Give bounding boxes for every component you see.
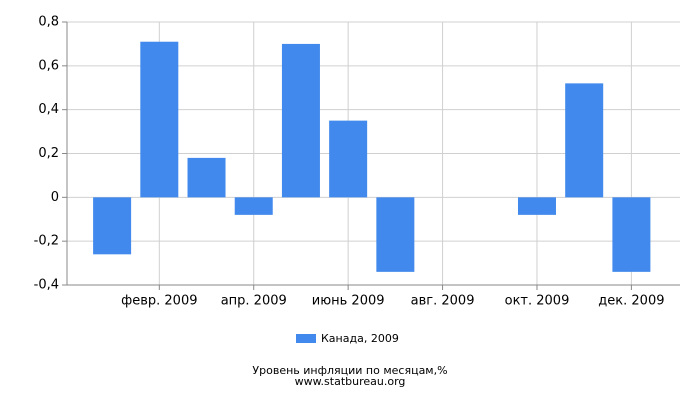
x-tick-label: авг. 2009 [411,294,475,309]
bar [612,197,651,272]
bar [517,197,556,215]
legend-swatch [296,334,316,343]
legend-label: Канада, 2009 [321,332,399,345]
x-tick-label: дек. 2009 [598,294,664,309]
y-tick-label: 0,2 [38,146,59,161]
bar [140,41,179,198]
footer-source: www.statbureau.org [295,375,406,388]
y-tick-label: -0,4 [34,278,59,293]
y-tick-label: 0,6 [38,58,59,73]
bar [234,197,273,215]
bar [281,43,320,198]
y-tick-label: 0 [51,190,59,205]
bar [329,120,368,198]
footer-title: Уровень инфляции по месяцам,% [252,364,447,377]
y-tick-label: -0,2 [34,234,59,249]
x-tick-label: окт. 2009 [505,294,570,309]
bar [187,157,226,198]
bar [93,197,132,255]
x-tick-label: февр. 2009 [121,294,197,309]
bar [565,83,604,198]
y-tick-label: 0,4 [38,102,59,117]
bar [376,197,415,272]
x-tick-label: июнь 2009 [312,294,385,309]
y-tick-label: 0,8 [38,15,59,30]
x-tick-label: апр. 2009 [221,294,287,309]
